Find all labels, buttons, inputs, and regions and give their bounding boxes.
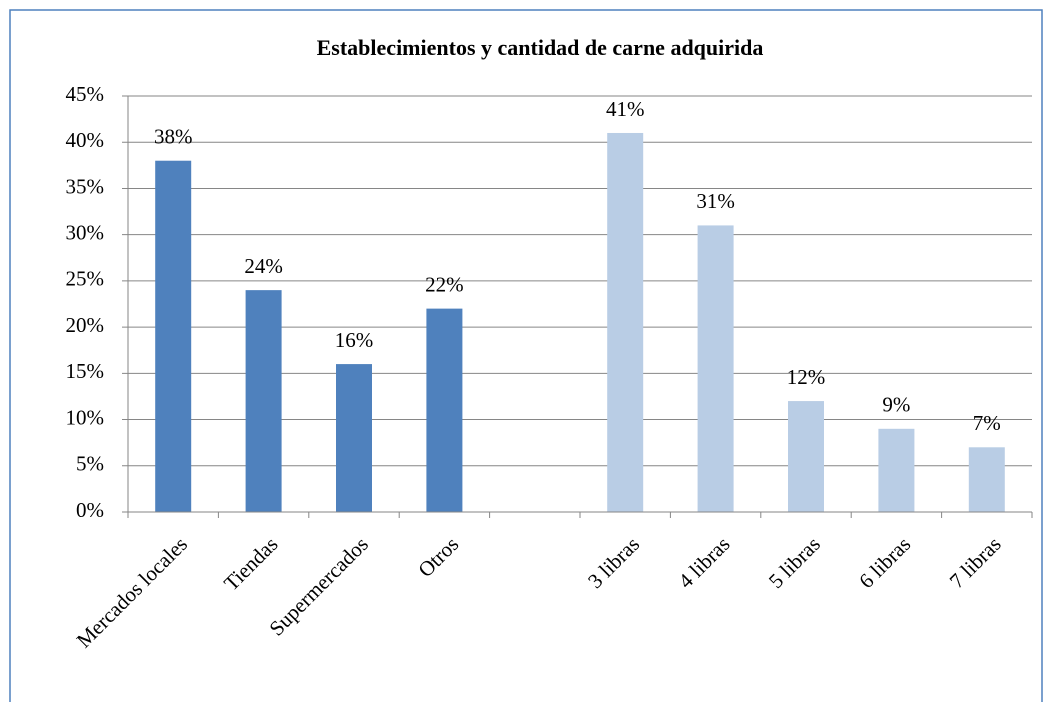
bar: [878, 428, 915, 512]
y-tick-label: 45%: [66, 82, 105, 106]
data-label: 22%: [425, 272, 464, 296]
y-tick-label: 30%: [66, 220, 105, 244]
chart-title: Establecimientos y cantidad de carne adq…: [317, 35, 764, 60]
y-tick-label: 15%: [66, 359, 105, 383]
bar: [426, 308, 463, 512]
y-tick-label: 35%: [66, 174, 105, 198]
y-tick-label: 5%: [76, 452, 104, 476]
bar: [968, 447, 1005, 512]
data-label: 7%: [973, 411, 1001, 435]
bar: [336, 364, 372, 512]
y-tick-label: 10%: [66, 405, 105, 429]
y-tick-label: 0%: [76, 498, 104, 522]
data-label: 31%: [696, 189, 735, 213]
bar: [697, 225, 734, 512]
data-label: 9%: [882, 393, 910, 417]
bar: [155, 160, 192, 512]
y-tick-label: 20%: [66, 313, 105, 337]
bar: [245, 290, 282, 512]
bar: [788, 401, 824, 512]
y-tick-label: 40%: [66, 128, 105, 152]
bar: [607, 132, 644, 512]
data-label: 12%: [787, 365, 826, 389]
data-label: 38%: [154, 125, 193, 149]
data-label: 16%: [335, 328, 374, 352]
data-label: 41%: [606, 97, 645, 121]
data-label: 24%: [244, 254, 283, 278]
y-tick-label: 25%: [66, 267, 105, 291]
